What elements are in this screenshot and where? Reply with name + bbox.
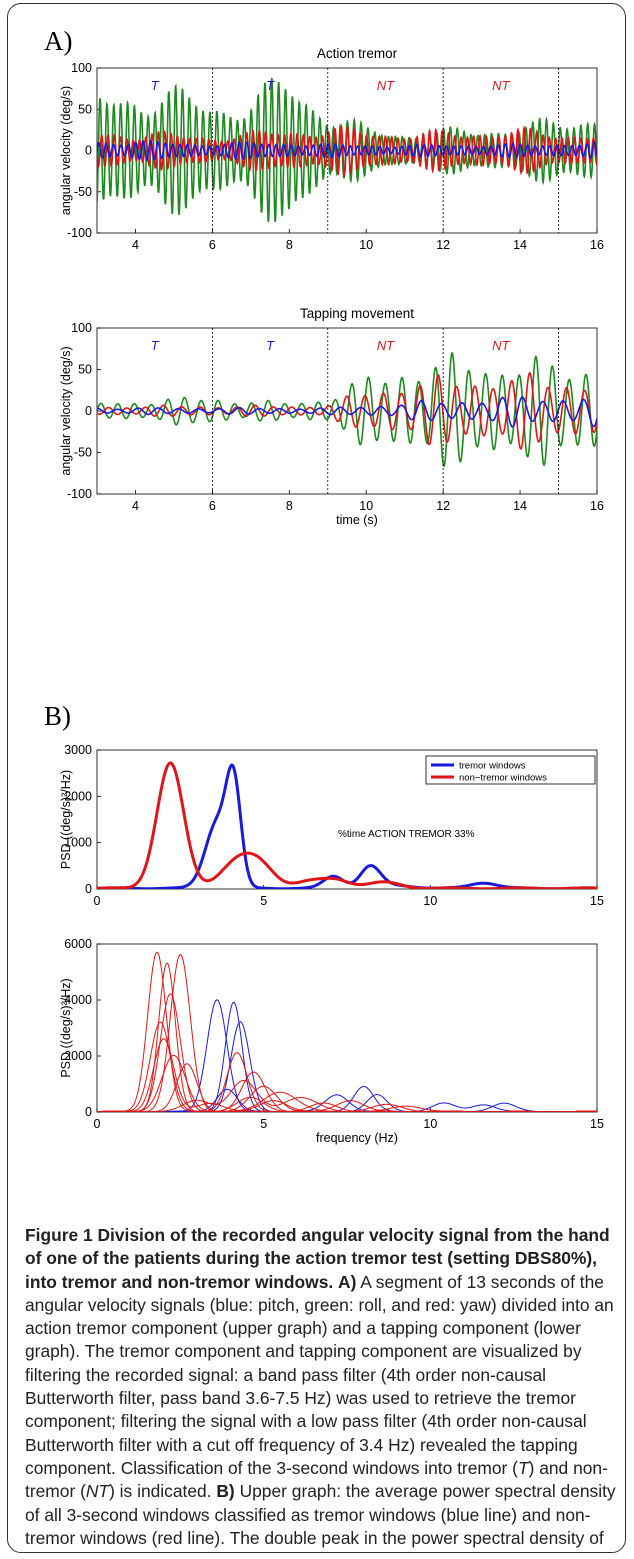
y-tick-label: -50 bbox=[74, 185, 92, 199]
panel-label-a: A) bbox=[44, 26, 73, 56]
y-axis-label: angular velocity (deg/s) bbox=[59, 86, 73, 215]
x-tick-label: 10 bbox=[359, 499, 373, 513]
x-tick-label: 4 bbox=[132, 238, 139, 252]
x-tick-label: 6 bbox=[209, 238, 216, 252]
y-tick-label: 100 bbox=[71, 321, 92, 335]
psd-red-line bbox=[97, 953, 597, 1112]
plot-area bbox=[97, 951, 597, 1112]
psd-red-line bbox=[97, 1021, 597, 1112]
y-tick-label: -50 bbox=[74, 446, 92, 460]
caption-a-label: A) bbox=[338, 1271, 357, 1292]
plot-area bbox=[97, 761, 597, 889]
y-tick-label: 0 bbox=[85, 882, 92, 896]
y-tick-label: -100 bbox=[67, 226, 92, 240]
psd-red-line bbox=[97, 993, 597, 1112]
x-tick-label: 14 bbox=[513, 499, 527, 513]
window-label: T bbox=[266, 338, 275, 353]
series-red-line bbox=[97, 123, 597, 178]
series-green-line bbox=[97, 351, 597, 467]
x-tick-label: 4 bbox=[132, 499, 139, 513]
window-label: NT bbox=[492, 78, 510, 93]
caption-b-text: Upper graph: the average power spectral … bbox=[25, 1481, 616, 1552]
series-red-line bbox=[97, 371, 597, 450]
psd-red-line bbox=[97, 1079, 597, 1112]
x-tick-label: 12 bbox=[436, 238, 450, 252]
panel-label-b: B) bbox=[44, 701, 71, 731]
x-tick-label: 10 bbox=[423, 894, 437, 908]
y-tick-label: 50 bbox=[78, 363, 92, 377]
x-tick-label: 8 bbox=[286, 238, 293, 252]
figure-frame: A) B) 4 6 8 10 12 14 16 100 50 0 -50 -100 Action tre… bbox=[7, 3, 626, 1553]
x-axis-label: frequency (Hz) bbox=[316, 1131, 398, 1145]
y-tick-label: 0 bbox=[85, 404, 92, 418]
x-tick-label: 15 bbox=[590, 894, 604, 908]
window-label: T bbox=[151, 78, 160, 93]
y-tick-label: 100 bbox=[71, 61, 92, 75]
series-blue-line bbox=[97, 396, 597, 428]
y-tick-label: 0 bbox=[85, 1105, 92, 1119]
caption-a-nt: NT bbox=[85, 1481, 110, 1502]
caption-title: Figure 1 Division of the recorded angula… bbox=[25, 1225, 610, 1292]
y-tick-label: 2000 bbox=[64, 789, 92, 803]
chart-1: 4 6 8 10 12 14 16 100 50 0 -50 -100 Action tremor ang… bbox=[59, 46, 604, 252]
psd-red-line bbox=[97, 761, 597, 889]
window-label: NT bbox=[492, 338, 510, 353]
psd-annotation: %time ACTION TREMOR 33% bbox=[338, 829, 475, 840]
x-tick-label: 6 bbox=[209, 499, 216, 513]
chart-4: 0 5 10 15 6000 4000 2000 0 frequency (Hz) PSD ((d… bbox=[59, 937, 604, 1145]
caption-a-t: T bbox=[517, 1457, 529, 1478]
figure-caption: Figure 1 Division of the recorded angula… bbox=[25, 1224, 625, 1552]
window-label: NT bbox=[377, 78, 395, 93]
y-tick-label: 0 bbox=[85, 144, 92, 158]
series-blue-line bbox=[97, 139, 597, 162]
legend-box bbox=[425, 755, 596, 785]
y-axis-label: PSD ((deg/s)²/Hz) bbox=[59, 770, 73, 869]
caption-a-text: A segment of 13 seconds of the angular v… bbox=[25, 1271, 614, 1478]
plot-box bbox=[96, 749, 598, 890]
x-tick-label: 10 bbox=[359, 238, 373, 252]
x-tick-label: 16 bbox=[590, 499, 604, 513]
y-tick-label: 4000 bbox=[64, 993, 92, 1007]
caption-a-mid: ) and non-tremor ( bbox=[25, 1457, 608, 1502]
y-axis-label: PSD ((deg/s)²/Hz) bbox=[59, 978, 73, 1077]
y-axis-label: angular velocity (deg/s) bbox=[59, 346, 73, 475]
chart-title: Tapping movement bbox=[300, 306, 414, 321]
x-tick-label: 0 bbox=[94, 1117, 101, 1131]
x-tick-label: 0 bbox=[94, 894, 101, 908]
window-label: T bbox=[151, 338, 160, 353]
x-tick-label: 5 bbox=[260, 894, 267, 908]
x-tick-label: 12 bbox=[436, 499, 450, 513]
y-tick-label: 6000 bbox=[64, 937, 92, 951]
x-tick-label: 16 bbox=[590, 238, 604, 252]
psd-red-line bbox=[97, 962, 597, 1112]
x-tick-label: 5 bbox=[260, 1117, 267, 1131]
window-label: NT bbox=[377, 338, 395, 353]
plot-box bbox=[96, 943, 598, 1113]
x-tick-label: 15 bbox=[590, 1117, 604, 1131]
chart-3: 0 5 10 15 3000 2000 1000 0 PSD ((deg/s)²/Hz) %tim… bbox=[59, 743, 604, 908]
plot-area bbox=[97, 77, 597, 222]
y-tick-label: 50 bbox=[78, 102, 92, 116]
y-tick-label: -100 bbox=[67, 487, 92, 501]
y-tick-label: 2000 bbox=[64, 1049, 92, 1063]
x-axis-label: time (s) bbox=[336, 513, 378, 527]
caption-a-end: ) is indicated. bbox=[109, 1481, 212, 1502]
chart-title: Action tremor bbox=[317, 46, 398, 61]
x-tick-label: 10 bbox=[423, 1117, 437, 1131]
plot-area bbox=[97, 351, 597, 467]
x-tick-label: 14 bbox=[513, 238, 527, 252]
caption-b-label: B) bbox=[216, 1481, 235, 1502]
legend-entry-label: non−tremor windows bbox=[459, 773, 547, 784]
x-tick-label: 8 bbox=[286, 499, 293, 513]
chart-2: 4 6 8 10 12 14 16 100 50 0 -50 -100 Tapping movement… bbox=[59, 306, 604, 527]
legend-entry-label: tremor windows bbox=[459, 761, 526, 772]
y-tick-label: 1000 bbox=[64, 836, 92, 850]
psd-red-line bbox=[97, 951, 597, 1112]
window-label: T bbox=[266, 78, 275, 93]
y-tick-label: 3000 bbox=[64, 743, 92, 757]
